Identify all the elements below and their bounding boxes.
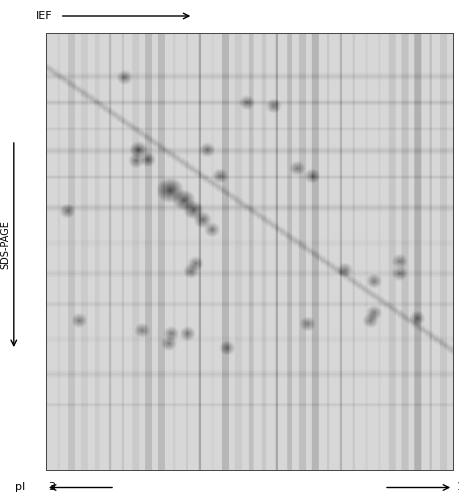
Text: 2957: 2957 — [116, 308, 139, 317]
Text: 3: 3 — [48, 482, 55, 492]
Text: 2495: 2495 — [317, 247, 342, 256]
Text: 2750: 2750 — [291, 300, 313, 310]
Text: 3039: 3039 — [153, 320, 176, 330]
Text: 2448: 2448 — [397, 250, 422, 260]
Text: 1878: 1878 — [45, 188, 68, 197]
Text: IEF: IEF — [36, 11, 53, 21]
Text: 10: 10 — [456, 482, 459, 492]
Text: 2808: 2808 — [413, 296, 436, 304]
Text: 3074: 3074 — [223, 326, 247, 334]
Text: 1474: 1474 — [208, 153, 231, 162]
Text: pI: pI — [15, 482, 25, 492]
Text: 2478: 2478 — [164, 248, 189, 257]
Text: 1323: 1323 — [204, 127, 227, 136]
Text: 2782: 2782 — [371, 318, 394, 328]
Text: 2455: 2455 — [356, 258, 381, 267]
Text: 1388: 1388 — [112, 138, 135, 147]
Text: 2816: 2816 — [53, 298, 78, 307]
Text: 2497: 2497 — [397, 238, 423, 248]
Text: 858: 858 — [276, 83, 293, 92]
Text: 1456: 1456 — [294, 174, 317, 182]
Text: 2719: 2719 — [367, 298, 390, 307]
Text: 2518: 2518 — [169, 268, 194, 278]
Text: 586: 586 — [115, 54, 133, 62]
Text: SDS-PAGE: SDS-PAGE — [0, 220, 11, 270]
Text: 2976: 2976 — [185, 310, 208, 320]
Text: 1457: 1457 — [309, 153, 332, 162]
Text: 2960: 2960 — [155, 310, 178, 320]
Text: 852: 852 — [223, 80, 241, 90]
